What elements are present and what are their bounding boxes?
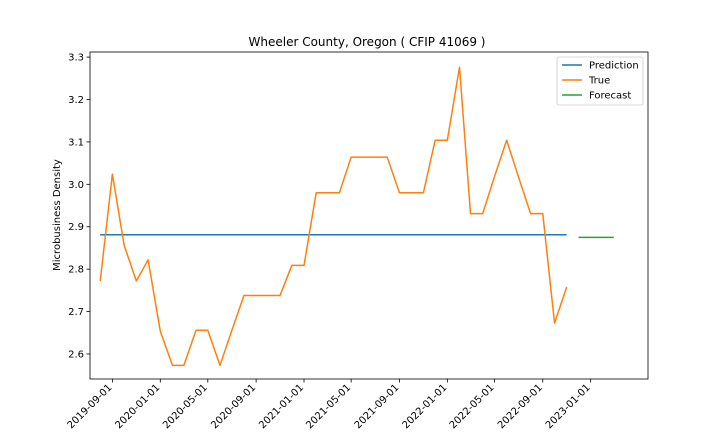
x-tick-label: 2019-09-01: [66, 382, 115, 431]
legend-frame: [556, 56, 644, 106]
y-tick-label: 2.8: [68, 265, 84, 276]
y-tick-label: 2.9: [68, 222, 84, 233]
legend-label: True: [588, 76, 610, 87]
y-tick-label: 2.6: [68, 349, 84, 360]
x-tick-label: 2020-09-01: [209, 382, 258, 431]
series-line-true: [99, 66, 568, 367]
legend: Prediction True Forecast: [556, 56, 644, 106]
x-tick-label: 2021-05-01: [304, 382, 353, 431]
x-tick-label: 2021-01-01: [257, 382, 306, 431]
plot-frame: [89, 51, 649, 380]
plot-lines: [99, 66, 614, 367]
y-tick-label: 3.2: [68, 95, 84, 106]
y-tick-label: 3.3: [68, 53, 84, 64]
chart-title: Wheeler County, Oregon ( CFIP 41069 ): [249, 35, 486, 49]
x-tick-label: 2022-05-01: [448, 382, 497, 431]
x-tick-label: 2022-01-01: [401, 382, 450, 431]
x-tick-label: 2023-01-01: [544, 382, 593, 431]
x-tick-label: 2022-09-01: [496, 382, 545, 431]
y-axis-label: Microbusiness Density: [52, 159, 63, 271]
x-tick-label: 2020-05-01: [161, 382, 210, 431]
legend-label: Prediction: [589, 61, 639, 72]
x-tick-label: 2020-01-01: [114, 382, 163, 431]
x-tick-label: 2021-09-01: [353, 382, 402, 431]
y-tick-label: 2.7: [68, 307, 84, 318]
legend-label: Forecast: [589, 91, 631, 102]
y-tick-label: 3.1: [68, 137, 84, 148]
y-tick-label: 3.0: [68, 180, 84, 191]
y-axis: 2.6 2.7 2.8 2.9 3.0 3.1 3.2 3.3: [68, 53, 90, 360]
